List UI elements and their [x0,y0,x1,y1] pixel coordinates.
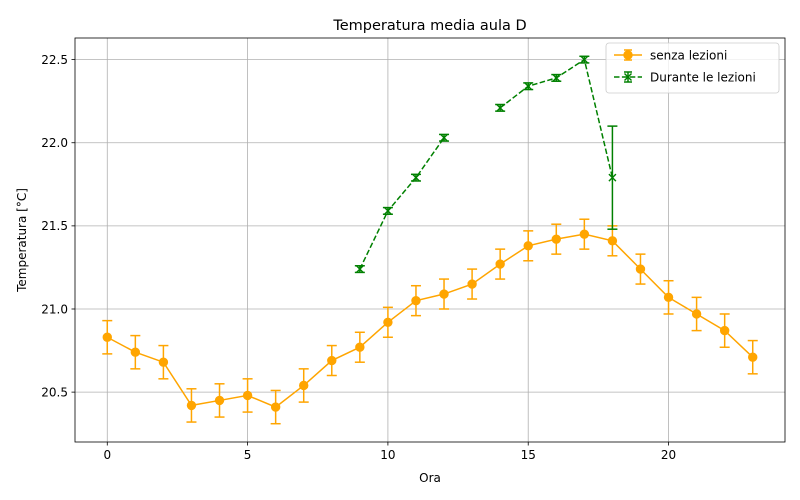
x-tick-label: 10 [380,448,395,462]
legend: senza lezioni Durante le lezioni [605,42,780,94]
data-point [411,295,421,306]
data-point [242,390,253,401]
data-point [355,342,365,352]
legend-marker [623,50,633,60]
data-point [663,292,674,303]
data-point [158,357,169,367]
plot-area-frame [74,37,786,443]
axis-ticks: 0 5 10 15 20 20.5 21.0 21.5 22.0 22.5 [41,53,676,462]
x-marker-stroke [383,206,392,215]
x-tick-label: 15 [521,448,536,462]
legend-box [605,42,780,94]
x-marker-stroke [440,133,449,142]
x-marker-stroke [624,73,632,81]
data-point [719,325,730,336]
data-point [299,380,309,391]
series-0 [102,218,758,425]
x-axis-label: Ora [419,471,441,485]
data-point [607,236,618,246]
y-axis-label: Temperatura [°C] [15,188,29,293]
x-tick-label: 20 [661,448,676,462]
data-point [411,173,420,182]
x-marker-stroke [496,103,505,112]
data-point [327,355,337,366]
x-marker-stroke [552,73,561,82]
x-marker-stroke [355,265,364,274]
y-tick-label: 21.5 [41,219,68,233]
legend-item: Durante le lezioni [614,70,756,84]
legend-label: Durante le lezioni [650,70,756,84]
data-point [186,400,197,411]
x-marker-stroke [608,173,617,182]
x-tick-label: 0 [103,448,111,462]
x-marker-stroke [411,173,420,182]
y-tick-label: 21.0 [41,302,68,316]
data-point [523,241,533,251]
x-tick-label: 5 [244,448,252,462]
legend-label: senza lezioni [650,48,727,62]
legend-marker [624,73,632,81]
series-line [106,233,754,408]
data-point [102,332,112,342]
series-1 [354,55,618,274]
data-point [440,133,449,142]
data-point [580,55,589,64]
data-point [579,229,590,239]
chart-title: Temperatura media aula D [332,18,526,34]
data-point [383,317,393,327]
data-point [355,265,364,274]
series-line [359,137,445,270]
data-point [635,264,646,274]
data-point [467,279,477,289]
data-point [551,234,561,244]
y-tick-label: 22.5 [41,53,68,67]
series-layer [102,55,758,425]
data-point [214,395,225,406]
x-marker-stroke [524,82,533,91]
data-point [524,82,533,91]
data-point [383,206,392,215]
data-point [552,73,561,82]
y-tick-label: 20.5 [41,385,68,399]
y-tick-label: 22.0 [41,136,68,150]
data-point [496,103,505,112]
data-point [495,259,505,269]
data-point [130,347,141,357]
data-point [691,309,702,319]
data-point [748,352,758,362]
x-marker-stroke [580,55,589,64]
data-point [439,289,449,299]
legend-item: senza lezioni [614,48,727,62]
data-point [270,402,281,412]
data-point [608,173,617,182]
